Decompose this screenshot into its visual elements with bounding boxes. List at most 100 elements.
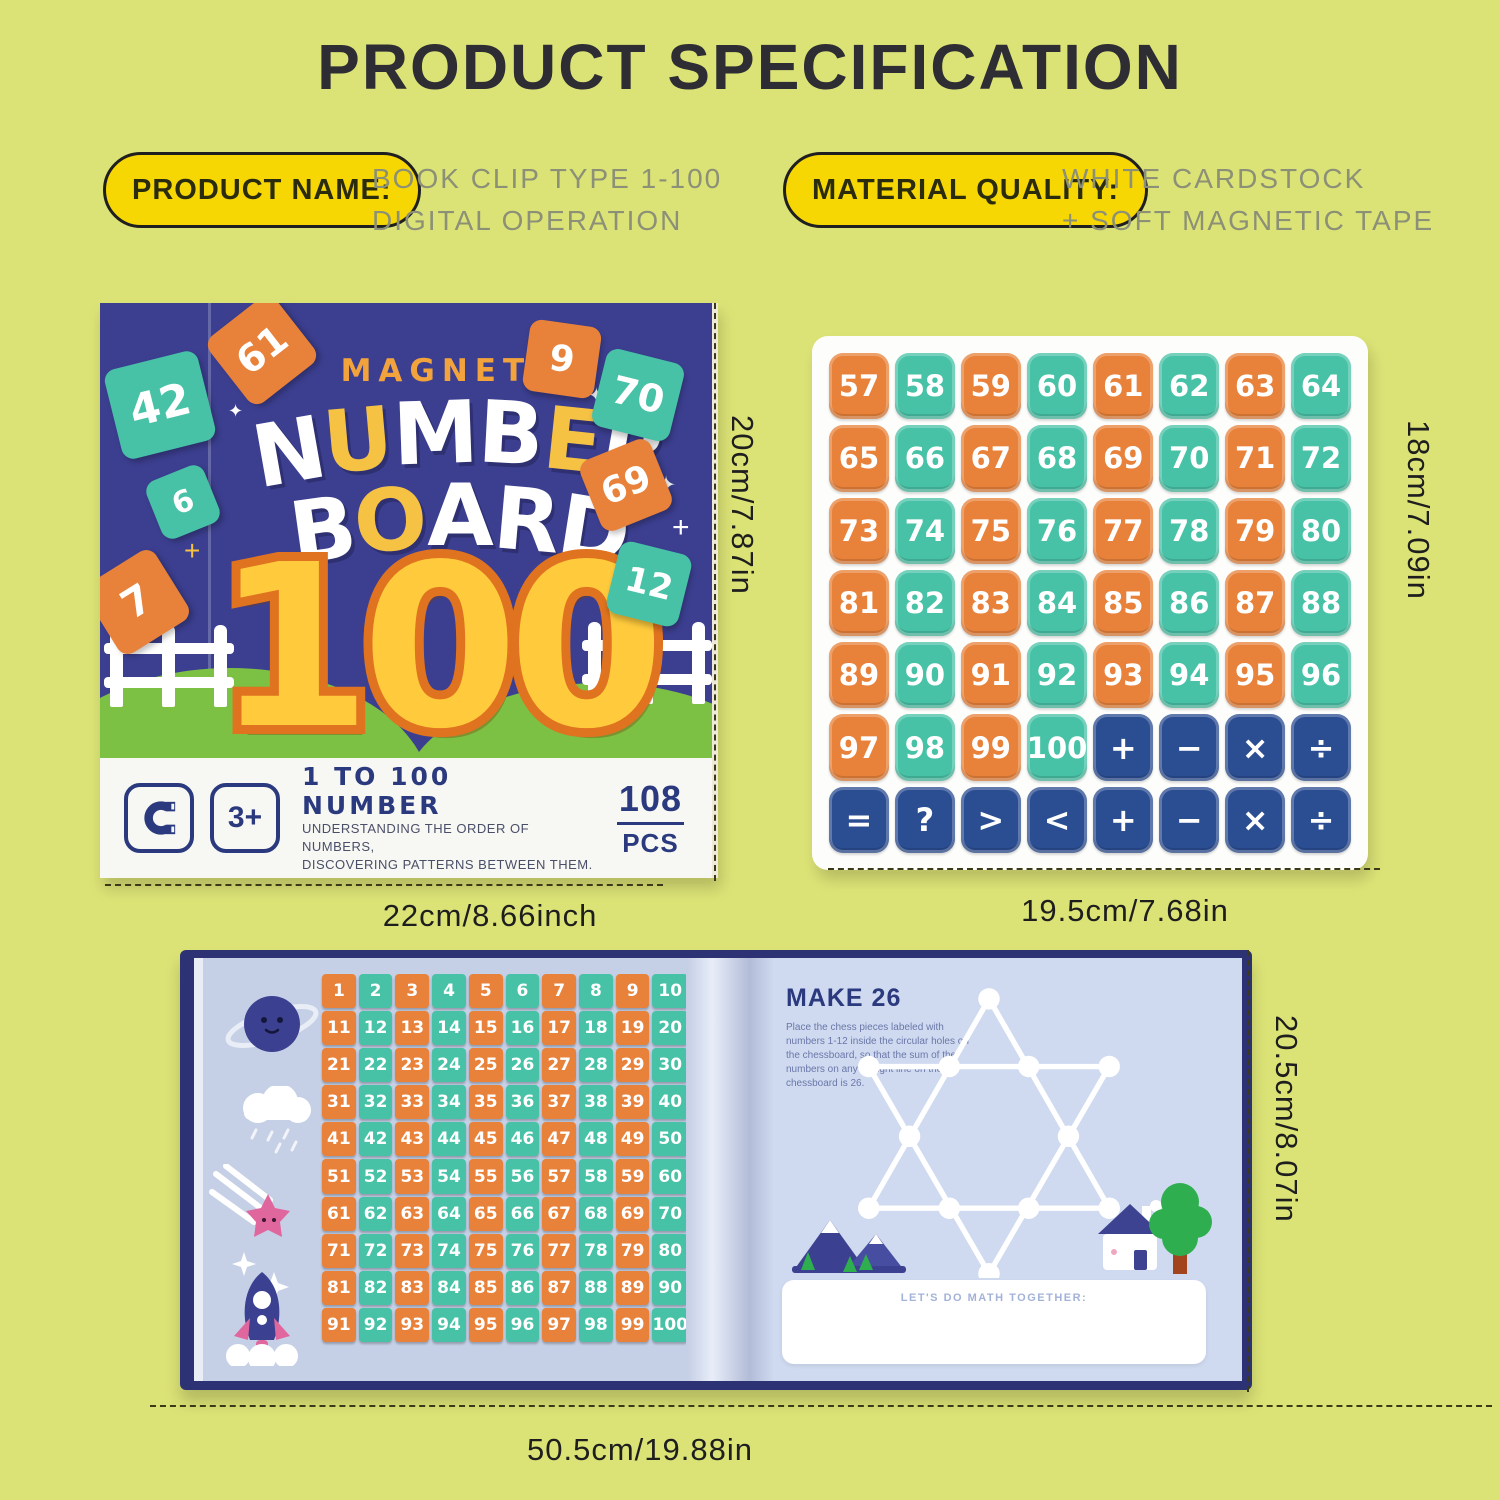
hundred-grid-tile: 62 bbox=[358, 1196, 393, 1231]
hundred-grid-tile: 26 bbox=[505, 1048, 540, 1083]
cover-big-number: 100 100 bbox=[185, 509, 685, 798]
number-tile: 93 bbox=[1093, 642, 1154, 709]
page-edge bbox=[194, 958, 203, 1381]
cover-number-tile: 9 bbox=[521, 318, 603, 400]
number-tile: 74 bbox=[894, 497, 955, 564]
note-box-label: LET'S DO MATH TOGETHER: bbox=[900, 1292, 1088, 1304]
hundred-grid-tile: 48 bbox=[579, 1122, 613, 1157]
operator-tile: ÷ bbox=[1291, 714, 1351, 781]
hundred-grid-tile: 64 bbox=[432, 1196, 466, 1231]
number-tile: 91 bbox=[960, 642, 1021, 709]
feature-title: 1 TO 100 NUMBER bbox=[302, 762, 452, 820]
hundred-grid-tile: 46 bbox=[505, 1122, 540, 1157]
hundred-grid-tile: 78 bbox=[579, 1233, 613, 1268]
hundred-grid-tile: 43 bbox=[395, 1122, 430, 1157]
hundred-grid-tile: 60 bbox=[652, 1159, 686, 1194]
number-tile: 94 bbox=[1159, 642, 1220, 709]
hundred-grid-tile: 52 bbox=[358, 1159, 393, 1194]
hundred-grid-tile: 73 bbox=[395, 1233, 430, 1268]
operator-tile: ÷ bbox=[1291, 786, 1351, 853]
hundred-grid-tile: 1 bbox=[322, 974, 356, 1009]
book-page-left: 1 2 3 4 5 6 7 8 9 10 11 12 13 14 15 16 17 18 19 20 21 22 23 24 2… bbox=[194, 958, 686, 1381]
hundred-grid-tile: 51 bbox=[322, 1159, 356, 1194]
hundred-grid-tile: 56 bbox=[505, 1159, 540, 1194]
operator-tile: + bbox=[1093, 714, 1154, 781]
number-tile: 75 bbox=[960, 497, 1021, 564]
cover-number-tile: 42 bbox=[102, 348, 218, 462]
age-badge: 3+ bbox=[210, 783, 280, 853]
mountains-icon bbox=[792, 1220, 906, 1273]
sparkle-icon: + bbox=[672, 511, 690, 544]
operator-tile: × bbox=[1225, 786, 1286, 853]
measure-line-box-width bbox=[105, 884, 663, 886]
hundred-grid-tile: 59 bbox=[615, 1159, 650, 1194]
hundred-grid-tile: 2 bbox=[358, 974, 393, 1009]
hundred-grid-tile: 76 bbox=[505, 1233, 540, 1268]
hundred-grid-tile: 28 bbox=[579, 1048, 613, 1083]
hundred-grid-tile: 77 bbox=[542, 1233, 577, 1268]
fence-left-icon bbox=[104, 621, 234, 711]
box-height-dimension: 20cm/7.87in bbox=[725, 415, 760, 595]
hundred-grid-tile: 36 bbox=[505, 1085, 540, 1120]
hundred-grid-tile: 49 bbox=[615, 1122, 650, 1157]
number-tile: 57 bbox=[829, 353, 889, 420]
age-badge-label: 3+ bbox=[227, 801, 263, 834]
measure-line-board-width bbox=[828, 868, 1380, 870]
number-tile: 63 bbox=[1225, 353, 1286, 420]
number-tile: 79 bbox=[1225, 497, 1286, 564]
hundred-grid-tile: 93 bbox=[395, 1307, 430, 1342]
hundred-grid-tile: 11 bbox=[322, 1011, 356, 1046]
operator-tile: − bbox=[1159, 714, 1220, 781]
hundred-grid-tile: 83 bbox=[395, 1270, 430, 1305]
pieces-unit: PCS bbox=[622, 827, 679, 858]
hundred-grid-tile: 27 bbox=[542, 1048, 577, 1083]
material-quality-pill: MATERIAL QUALITY: bbox=[783, 152, 1148, 228]
product-name-pill: PRODUCT NAME: bbox=[103, 152, 421, 228]
material-quality-value: WHITE CARDSTOCK + SOFT MAGNETIC TAPE bbox=[1062, 163, 1435, 236]
hundred-grid-tile: 54 bbox=[432, 1159, 466, 1194]
number-tile: 92 bbox=[1026, 642, 1088, 709]
hundred-grid-tile: 90 bbox=[652, 1270, 686, 1305]
number-tile: 69 bbox=[1093, 425, 1154, 492]
hundred-grid-tile: 10 bbox=[652, 974, 686, 1009]
cover-title-letter: A bbox=[427, 466, 494, 566]
hundred-grid-tile: 72 bbox=[358, 1233, 393, 1268]
number-tile: 97 bbox=[829, 714, 889, 781]
hundred-grid-tile: 67 bbox=[542, 1196, 577, 1231]
board-grid: 57 58 59 60 61 62 63 64 65 66 67 68 69 70 71 72 73 74 75 76… bbox=[829, 353, 1351, 853]
number-tile: 78 bbox=[1159, 497, 1220, 564]
number-tile: 85 bbox=[1093, 569, 1154, 637]
measure-line-book-height bbox=[1247, 950, 1249, 1392]
hundred-grid-tile: 22 bbox=[358, 1048, 393, 1083]
number-tile: 61 bbox=[1093, 353, 1154, 420]
operator-tile: − bbox=[1159, 786, 1220, 853]
hundred-grid-tile: 80 bbox=[652, 1233, 686, 1268]
hundred-grid-tile: 41 bbox=[322, 1122, 356, 1157]
fence-right-icon bbox=[582, 618, 712, 708]
open-book: 1 2 3 4 5 6 7 8 9 10 11 12 13 14 15 16 17 18 19 20 21 22 23 24 2… bbox=[180, 950, 1252, 1390]
hundred-grid-tile: 21 bbox=[322, 1048, 356, 1083]
sparkle-icon: ✦ bbox=[228, 401, 244, 421]
pieces-count-block: 108 PCS bbox=[616, 778, 684, 859]
hundred-grid-tile: 84 bbox=[432, 1270, 466, 1305]
number-tile: 87 bbox=[1225, 569, 1286, 637]
hundred-grid-tile: 38 bbox=[579, 1085, 613, 1120]
hundred-grid-tile: 88 bbox=[579, 1270, 613, 1305]
hundred-grid-tile: 69 bbox=[615, 1196, 650, 1231]
hundred-grid-tile: 13 bbox=[395, 1011, 430, 1046]
hundred-grid-tile: 25 bbox=[468, 1048, 503, 1083]
number-tile: 100 bbox=[1026, 714, 1088, 781]
feature-desc-line1: UNDERSTANDING THE ORDER OF NUMBERS, bbox=[302, 821, 530, 854]
feature-desc-line2: DISCOVERING PATTERNS BETWEEN THEM. bbox=[302, 857, 593, 872]
cover-title-word-board: BOARD bbox=[210, 466, 710, 586]
hundred-grid-tile: 6 bbox=[505, 974, 540, 1009]
number-tile: 99 bbox=[960, 714, 1021, 781]
number-tile: 77 bbox=[1093, 497, 1154, 564]
rocket-icon bbox=[226, 1272, 298, 1366]
hundred-grid-tile: 55 bbox=[468, 1159, 503, 1194]
operator-tile: + bbox=[1093, 786, 1154, 853]
number-tile: 58 bbox=[894, 353, 955, 420]
hundred-grid-tile: 39 bbox=[615, 1085, 650, 1120]
hundred-grid-tile: 58 bbox=[579, 1159, 613, 1194]
product-name-label: PRODUCT NAME: bbox=[132, 173, 392, 206]
